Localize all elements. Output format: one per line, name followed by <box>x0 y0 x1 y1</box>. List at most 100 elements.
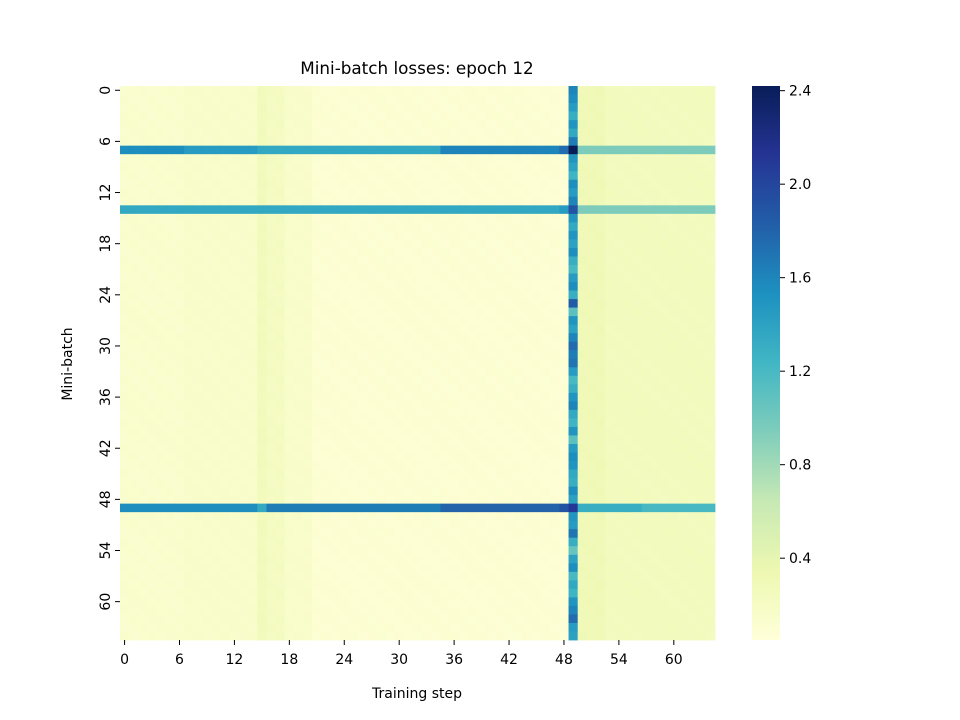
heatmap-cell <box>467 316 478 326</box>
heatmap-cell <box>513 179 524 189</box>
heatmap-cell <box>403 409 414 419</box>
heatmap-cell <box>614 239 624 249</box>
heatmap-cell <box>394 563 405 573</box>
heatmap-cell <box>293 341 304 351</box>
heatmap-cell <box>129 529 139 539</box>
heatmap-cell <box>330 196 341 206</box>
heatmap-cell <box>623 418 634 428</box>
heatmap-cell <box>477 358 487 368</box>
heatmap-cell <box>156 588 167 598</box>
heatmap-cell <box>321 503 331 513</box>
heatmap-cell <box>522 137 533 147</box>
heatmap-cell <box>138 179 148 189</box>
heatmap-cell <box>184 205 194 215</box>
heatmap-cell <box>422 247 432 257</box>
heatmap-cell <box>678 605 688 615</box>
y-tick-label: 60 <box>98 593 114 611</box>
heatmap-cell <box>193 273 203 283</box>
heatmap-cell <box>522 350 533 360</box>
heatmap-cell <box>303 512 313 522</box>
heatmap-cell <box>156 299 167 308</box>
heatmap-cell <box>696 461 707 470</box>
heatmap-cell <box>623 461 634 470</box>
heatmap-cell <box>156 529 167 539</box>
heatmap-cell <box>184 154 194 164</box>
heatmap-cell <box>257 418 267 428</box>
heatmap-cell <box>293 563 304 573</box>
heatmap-cell <box>495 94 505 104</box>
heatmap-cell <box>412 563 423 573</box>
heatmap-cell <box>660 622 670 632</box>
heatmap-cell <box>650 622 661 632</box>
heatmap-cell <box>568 529 579 539</box>
heatmap-cell <box>129 537 139 547</box>
heatmap-cell <box>522 469 533 479</box>
heatmap-cell <box>257 350 267 360</box>
heatmap-cell <box>550 94 560 104</box>
heatmap-cell <box>275 282 286 291</box>
heatmap-cell <box>550 350 560 360</box>
heatmap-cell <box>696 478 707 487</box>
heatmap-cell <box>165 426 176 436</box>
heatmap-cell <box>422 571 432 581</box>
heatmap-cell <box>513 247 524 257</box>
heatmap-cell <box>211 230 222 240</box>
heatmap-cell <box>669 299 679 308</box>
heatmap-cell <box>687 171 698 181</box>
heatmap-cell <box>641 375 652 385</box>
heatmap-cell <box>614 392 624 402</box>
heatmap-cell <box>586 503 597 513</box>
heatmap-cell <box>577 162 588 172</box>
heatmap-cell <box>211 461 222 470</box>
heatmap-cell <box>156 128 167 138</box>
heatmap-cell <box>440 478 450 487</box>
heatmap-cell <box>586 196 597 206</box>
heatmap-cell <box>467 367 478 377</box>
heatmap-cell <box>330 631 341 641</box>
heatmap-cell <box>660 239 670 249</box>
heatmap-cell <box>431 196 441 206</box>
heatmap-cell <box>385 435 396 445</box>
heatmap-cell <box>293 580 304 590</box>
heatmap-cell <box>422 128 432 138</box>
heatmap-cell <box>577 486 588 496</box>
heatmap-cell <box>321 111 331 121</box>
heatmap-cell <box>705 520 716 530</box>
heatmap-cell <box>156 171 167 181</box>
heatmap-cell <box>266 307 277 317</box>
heatmap-cell <box>687 282 698 291</box>
heatmap-cell <box>577 622 588 632</box>
heatmap-cell <box>522 239 533 249</box>
heatmap-cell <box>696 196 707 206</box>
heatmap-cell <box>632 179 643 189</box>
heatmap-cell <box>211 324 222 334</box>
heatmap-cell <box>559 375 569 385</box>
heatmap-cell <box>458 529 469 539</box>
heatmap-cell <box>705 358 716 368</box>
heatmap-cell <box>669 580 679 590</box>
heatmap-cell <box>486 154 496 164</box>
heatmap-cell <box>193 392 203 402</box>
heatmap-cell <box>586 213 597 223</box>
heatmap-cell <box>138 316 148 326</box>
y-tick-label: 30 <box>98 337 114 355</box>
heatmap-cell <box>431 605 441 615</box>
heatmap-cell <box>193 171 203 181</box>
heatmap-cell <box>312 316 322 326</box>
heatmap-cell <box>541 341 551 351</box>
heatmap-cell <box>577 230 588 240</box>
heatmap-cell <box>596 554 606 564</box>
heatmap-cell <box>449 605 460 615</box>
heatmap-cell <box>202 179 212 189</box>
heatmap-cell <box>477 154 487 164</box>
heatmap-cell <box>678 154 688 164</box>
heatmap-cell <box>394 316 405 326</box>
heatmap-cell <box>284 537 295 547</box>
heatmap-cell <box>641 111 652 121</box>
heatmap-cell <box>449 213 460 223</box>
heatmap-cell <box>495 529 505 539</box>
heatmap-cell <box>229 120 240 130</box>
heatmap-cell <box>293 282 304 291</box>
heatmap-cell <box>614 563 624 573</box>
heatmap-cell <box>239 384 249 394</box>
